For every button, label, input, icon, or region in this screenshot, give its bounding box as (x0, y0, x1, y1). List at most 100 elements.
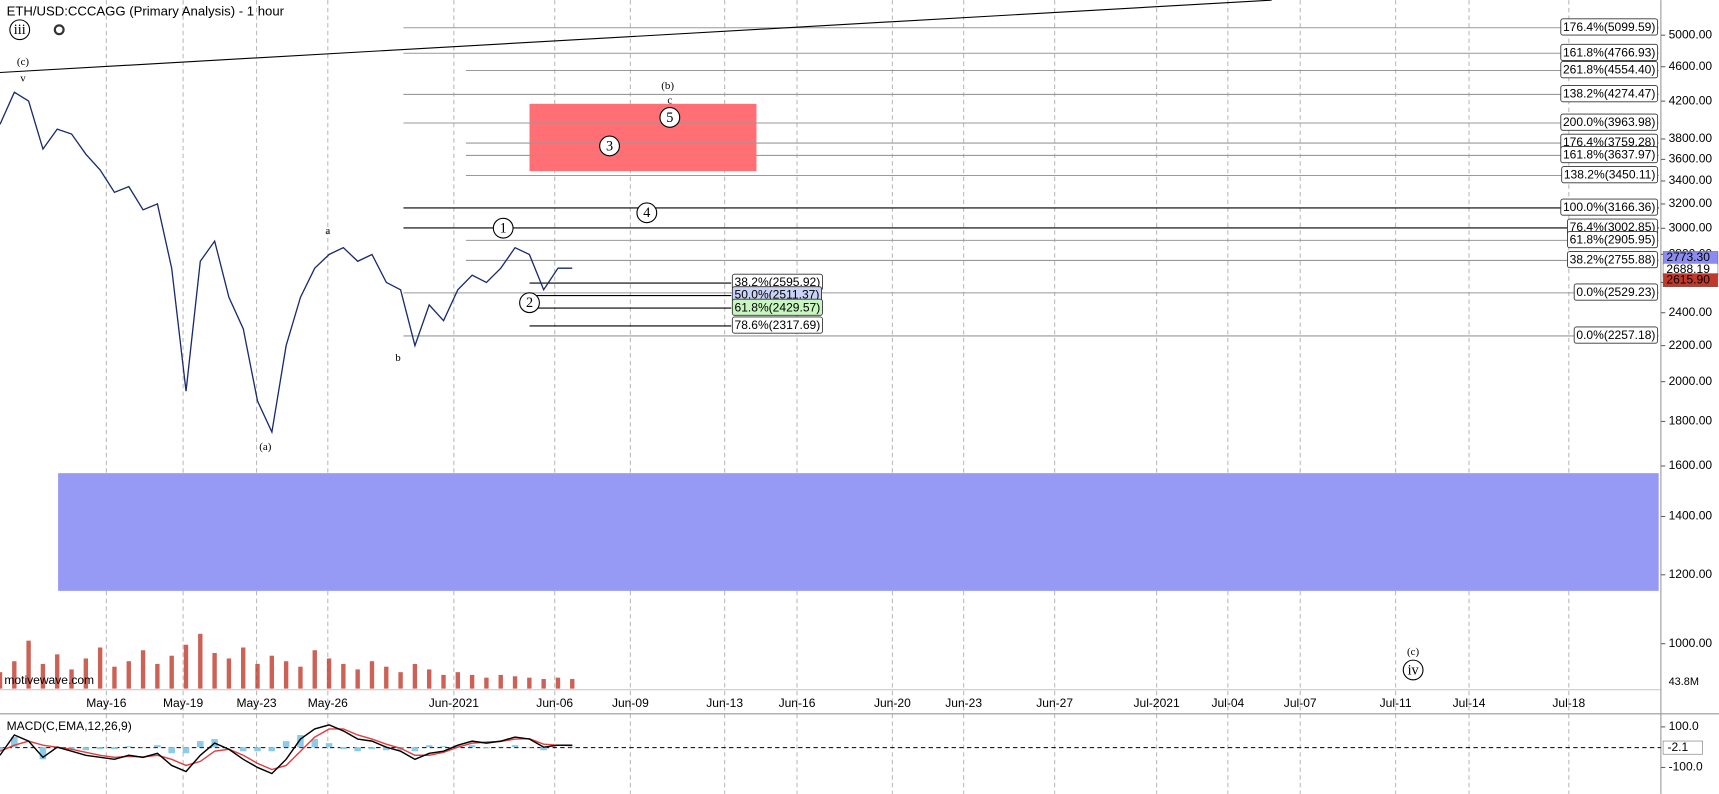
label-box (1567, 231, 1659, 249)
volume-bar (283, 661, 289, 689)
volume-bar (412, 663, 418, 689)
volume-bar (55, 654, 60, 689)
macd-histogram-bar (297, 735, 304, 748)
macd-histogram-bar (411, 747, 419, 752)
fib-label: 261.8%(4554.40) (1563, 63, 1655, 77)
x-tick-label: Jun-27 (1036, 696, 1073, 710)
price-tag (1662, 273, 1719, 287)
macd-histogram-bar (382, 747, 390, 751)
volume-bar (441, 674, 446, 689)
volume-bar (212, 652, 217, 689)
volume-bar (0, 672, 3, 689)
label-box (1560, 113, 1659, 131)
volume-bar (498, 674, 503, 689)
settings-icon[interactable] (53, 24, 65, 36)
macd-histogram-bar (540, 747, 547, 751)
volume-bar (326, 658, 332, 689)
y-tick-label: 3400.00 (1669, 173, 1713, 187)
price-line (0, 91, 573, 435)
volume-bar (469, 674, 475, 689)
label-box (1560, 85, 1659, 103)
macd-histogram-bar (368, 747, 376, 750)
label-box (1560, 198, 1659, 216)
volume-bar (369, 661, 375, 689)
y-tick-label: 1400.00 (1669, 509, 1713, 523)
fib-label: 38.2%(2755.88) (1570, 253, 1656, 267)
label-box (1561, 166, 1659, 184)
macd-histogram-bar (11, 737, 18, 748)
fib-label: 38.2%(2595.92) (735, 275, 821, 289)
current-tag-label: -2.1 (1667, 740, 1688, 754)
wave-label: iii (14, 22, 26, 38)
x-tick-label: May-26 (308, 696, 348, 710)
wave-label: (b) (661, 80, 674, 92)
price-tag-label: 2773.30 (1666, 250, 1710, 264)
wave-circle (492, 217, 514, 239)
gear[interactable] (53, 24, 65, 36)
fib-label: 138.2%(3450.11) (1564, 168, 1656, 182)
y-tick-label: 1800.00 (1669, 414, 1713, 428)
wave-circle (659, 107, 681, 128)
watermark: motivewave.com (4, 673, 94, 687)
wave-circle (519, 292, 540, 314)
wave-label: b (395, 352, 401, 364)
macd-histogram-bar (325, 743, 333, 748)
x-tick-label: May-19 (163, 696, 203, 710)
wave-label: 3 (606, 138, 613, 154)
macd-histogram-bar (68, 747, 75, 750)
wave-circle (636, 202, 658, 224)
fib-label: 61.8%(2429.57) (735, 300, 821, 314)
label-box (731, 316, 823, 334)
macd-histogram-bar (125, 746, 133, 748)
fib-label: 176.4%(3759.28) (1563, 135, 1655, 149)
volume-bar (155, 663, 160, 689)
volume-bar (26, 640, 31, 689)
wave-label: v (20, 73, 26, 85)
signal-line (0, 728, 573, 771)
target-zone (529, 103, 757, 172)
wave-label: 4 (643, 205, 650, 221)
y-tick-label: -100.0 (1669, 760, 1703, 774)
volume-bar (198, 633, 203, 689)
y-tick-label: 4200.00 (1669, 93, 1713, 107)
volume-bar (527, 677, 532, 689)
macd-histogram-bar (154, 745, 161, 748)
label-box (1560, 18, 1659, 36)
macd-histogram-bar (454, 745, 462, 748)
trend-line (0, 0, 1272, 74)
volume-bar (255, 663, 260, 689)
price-tag-label: 2688.19 (1666, 262, 1710, 276)
volume-bar (312, 650, 317, 689)
wave-circle (599, 135, 620, 157)
fib-label: 161.8%(4766.93) (1563, 45, 1655, 59)
volume-bar (83, 658, 89, 689)
y-tick-label: 100.0 (1669, 719, 1699, 733)
fib-label: 0.0%(2529.23) (1576, 285, 1655, 299)
volume-bar (512, 676, 518, 689)
volume-label: 43.8M (1669, 676, 1699, 688)
macd-title: MACD(C,EMA,12,26,9) (7, 719, 132, 733)
y-tick-label: 2000.00 (1669, 374, 1713, 388)
x-tick-label: May-23 (236, 696, 276, 710)
macd-histogram-bar (483, 747, 490, 749)
y-tick-label: 2400.00 (1669, 305, 1713, 319)
y-tick-label: 5000.00 (1669, 27, 1713, 41)
macd-histogram-bar (511, 745, 519, 748)
macd-line (0, 724, 573, 775)
x-tick-label: Jun-23 (945, 696, 982, 710)
wave-label: (a) (259, 441, 272, 453)
wave-label: c (667, 95, 672, 107)
y-tick-label: 3000.00 (1669, 221, 1713, 235)
label-box (1573, 283, 1659, 301)
y-tick-label: 3600.00 (1669, 152, 1713, 166)
volume-bar (570, 679, 575, 689)
wave-label: (c) (17, 56, 30, 68)
fib-label: 138.2%(4274.47) (1563, 87, 1655, 101)
macd-histogram-bar (440, 746, 447, 748)
macd-histogram-bar (0, 747, 4, 752)
label-box (1560, 146, 1659, 164)
wave-label: (c) (1407, 646, 1420, 658)
x-tick-label: Jun-13 (706, 696, 743, 710)
macd-histogram-bar (96, 747, 104, 750)
